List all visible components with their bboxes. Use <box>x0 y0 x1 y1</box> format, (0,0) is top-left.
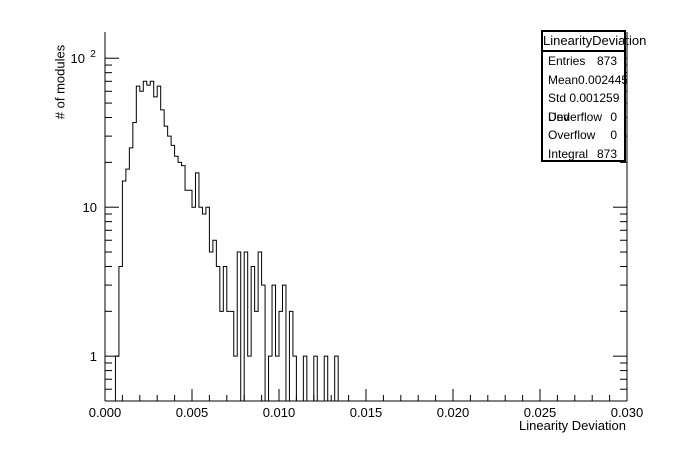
stats-row-mean: Mean 0.002445 <box>543 71 628 90</box>
stats-label: Mean <box>548 72 579 87</box>
y-tick-label-exponent: 2 <box>90 49 96 60</box>
x-axis-title: Linearity Deviation <box>519 418 626 433</box>
stats-value: 873 <box>596 54 617 68</box>
stats-row-entries: Entries 873 <box>543 52 624 71</box>
y-axis-title: # of modules <box>52 44 68 120</box>
stats-title: LinearityDeviation <box>543 32 646 52</box>
stats-value: 0 <box>610 128 617 143</box>
stats-label: Entries <box>548 54 586 68</box>
stats-row-overflow: Overflow 0 <box>543 126 624 145</box>
y-tick-label: 10 <box>83 200 97 215</box>
y-tick-label: 10 <box>71 51 85 66</box>
stats-label: Integral <box>548 146 589 161</box>
stats-value: 0.001259 <box>569 91 620 106</box>
x-tick-label: 0.005 <box>176 405 209 420</box>
x-tick-label: 0.030 <box>611 405 644 420</box>
stats-label: Underflow <box>548 109 603 124</box>
y-tick-label: 1 <box>90 349 97 364</box>
stats-row-stddev: Std Dev 0.001259 <box>543 89 624 124</box>
stats-label: Overflow <box>548 128 596 143</box>
stats-value: 0.002445 <box>578 72 629 87</box>
stats-row-integral: Integral 873 <box>543 145 624 164</box>
stats-value: 0 <box>610 109 617 124</box>
x-tick-label: 0.010 <box>263 405 296 420</box>
stats-row-underflow: Underflow 0 <box>543 108 624 127</box>
x-tick-label: 0.015 <box>350 405 383 420</box>
x-tick-label: 0.025 <box>524 405 557 420</box>
histogram-outline <box>105 80 366 402</box>
stats-box: LinearityDeviation Entries 873 Mean 0.00… <box>541 30 646 164</box>
tick-labels: 0.000 0.005 0.010 0.015 0.020 0.025 0.030 1 10 10… <box>71 49 644 420</box>
x-tick-label: 0.020 <box>437 405 470 420</box>
stats-value: 873 <box>596 146 617 161</box>
x-tick-label: 0.000 <box>89 405 122 420</box>
stats-label: Std Dev <box>548 91 570 124</box>
